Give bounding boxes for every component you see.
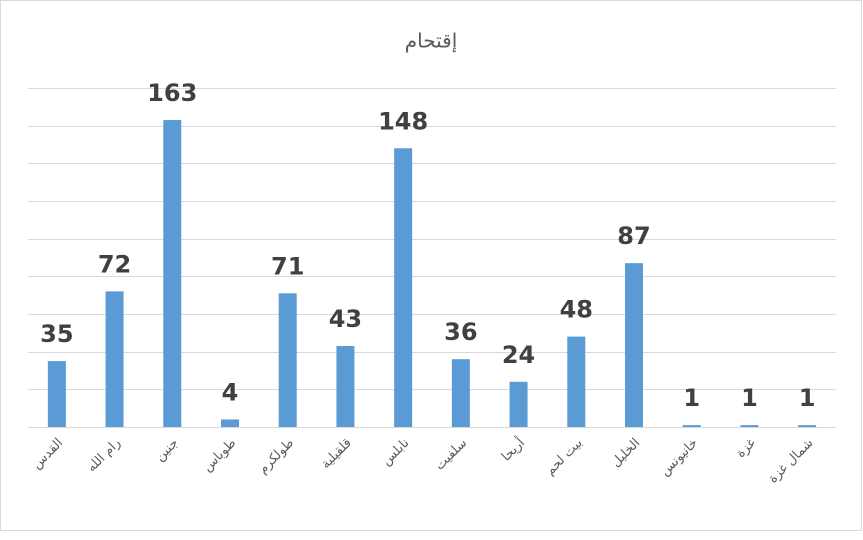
bar xyxy=(567,336,586,427)
bar xyxy=(221,419,239,427)
chart-title: إقتحام xyxy=(405,29,458,54)
bar xyxy=(798,425,817,427)
bar xyxy=(336,346,355,427)
bar xyxy=(682,425,701,427)
data-label: 35 xyxy=(40,320,73,348)
data-label: 72 xyxy=(98,250,131,278)
bar xyxy=(509,381,528,427)
data-label: 148 xyxy=(378,107,428,135)
data-label: 1 xyxy=(741,384,758,412)
bar xyxy=(163,120,182,428)
bar xyxy=(740,425,759,427)
data-label: 71 xyxy=(271,252,304,280)
bar xyxy=(105,291,124,427)
bar xyxy=(625,263,643,427)
data-label: 48 xyxy=(560,296,593,324)
data-label: 1 xyxy=(683,384,700,412)
bar xyxy=(47,361,66,427)
bar xyxy=(278,293,297,427)
bar xyxy=(394,148,413,427)
data-label: 1 xyxy=(799,384,816,412)
data-label: 24 xyxy=(502,341,535,369)
data-label: 163 xyxy=(147,79,197,107)
data-label: 4 xyxy=(222,378,239,406)
data-label: 43 xyxy=(329,305,362,333)
bar xyxy=(451,359,470,427)
data-label: 36 xyxy=(444,318,477,346)
data-label: 87 xyxy=(617,222,650,250)
